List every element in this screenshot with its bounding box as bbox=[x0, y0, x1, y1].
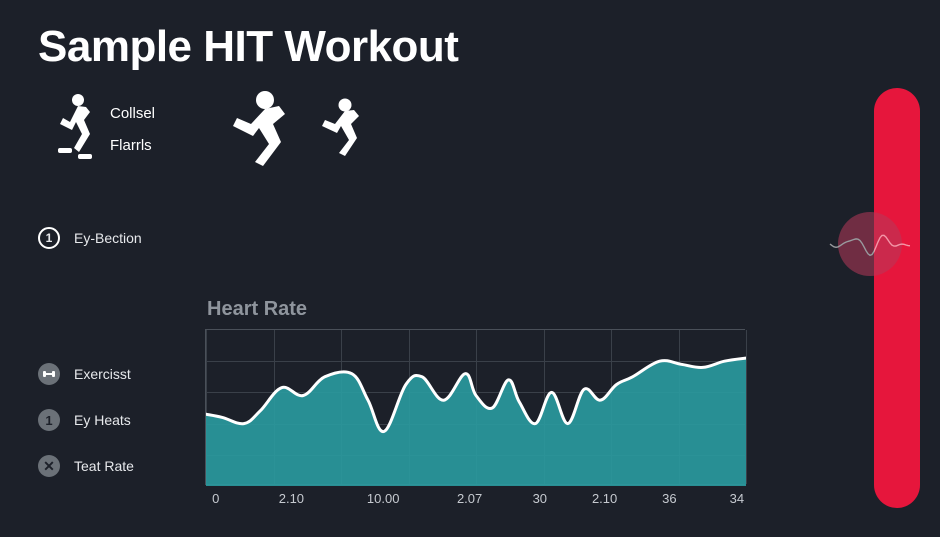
badge-number-grey-icon: 1 bbox=[38, 409, 60, 431]
dumbbell-icon bbox=[38, 363, 60, 385]
hero-label-top: Collsel bbox=[110, 98, 155, 130]
list-item-1: 1 Ey-Bection bbox=[38, 215, 198, 261]
runner-icon-small bbox=[48, 92, 98, 162]
pulse-badge bbox=[838, 212, 902, 276]
x-tick: 34 bbox=[730, 491, 744, 506]
badge-number-icon: 1 bbox=[38, 227, 60, 249]
runner-icon-medium bbox=[309, 96, 369, 156]
x-tick: 2.10 bbox=[592, 491, 617, 506]
x-tick: 2.10 bbox=[279, 491, 304, 506]
x-tick: 36 bbox=[662, 491, 676, 506]
list-item-label: Teat Rate bbox=[74, 458, 134, 474]
list-item-3: 1 Ey Heats bbox=[38, 397, 198, 443]
x-tick: 10.00 bbox=[367, 491, 400, 506]
list-item-label: Ey-Bection bbox=[74, 230, 142, 246]
x-icon: ✕ bbox=[38, 455, 60, 477]
hero-label-bottom: Flarrls bbox=[110, 130, 155, 162]
page-title: Sample HIT Workout bbox=[38, 22, 458, 72]
x-tick: 2.07 bbox=[457, 491, 482, 506]
intensity-pill bbox=[874, 88, 920, 508]
heart-rate-chart: Heart Rate 0 2.10 10.00 2.07 30 2.10 36 34 bbox=[205, 298, 745, 515]
list-spacer bbox=[38, 261, 198, 351]
chart-plot-area bbox=[205, 329, 745, 485]
left-list: 1 Ey-Bection Exercisst 1 Ey Heats ✕ Teat… bbox=[38, 215, 198, 489]
list-item-label: Exercisst bbox=[74, 366, 131, 382]
x-tick: 0 bbox=[212, 491, 219, 506]
pulse-wave-icon bbox=[830, 226, 910, 262]
list-item-label: Ey Heats bbox=[74, 412, 131, 428]
hero-labels: Collsel Flarrls bbox=[110, 98, 155, 162]
chart-title: Heart Rate bbox=[207, 298, 745, 321]
hero-row: Collsel Flarrls bbox=[48, 92, 369, 168]
runner-icon-large bbox=[215, 88, 295, 168]
list-item-4: ✕ Teat Rate bbox=[38, 443, 198, 489]
list-item-2: Exercisst bbox=[38, 351, 198, 397]
chart-x-axis: 0 2.10 10.00 2.07 30 2.10 36 34 bbox=[205, 491, 745, 515]
x-tick: 30 bbox=[533, 491, 547, 506]
